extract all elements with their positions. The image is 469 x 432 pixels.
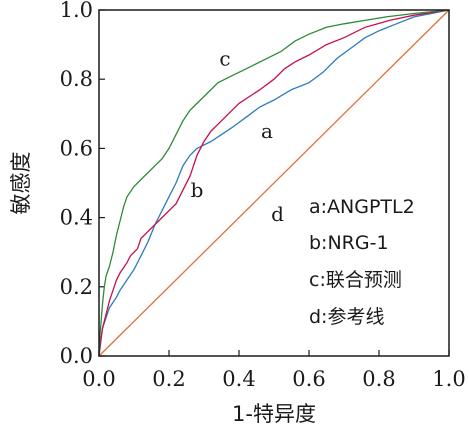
y-tick-label: 0.6 <box>60 136 93 160</box>
y-axis-label: 敏感度 <box>9 152 33 215</box>
legend: a:ANGPTL2 b:NRG-1 c:联合预测 d:参考线 <box>309 196 415 328</box>
curve-label-d: d <box>271 202 284 226</box>
x-axis-label: 1-特异度 <box>232 402 316 426</box>
x-tick-label: 0.0 <box>82 367 115 391</box>
roc-curve-c <box>98 9 450 357</box>
y-tick-label: 0.4 <box>60 206 93 230</box>
roc-curve-b <box>98 9 450 357</box>
curve-label-a: a <box>261 119 273 143</box>
curve-label-c: c <box>219 46 230 70</box>
legend-item-d: d:参考线 <box>309 306 384 328</box>
legend-item-b: b:NRG-1 <box>309 232 389 254</box>
roc-curve-d <box>98 9 450 357</box>
x-tick-label: 1.0 <box>432 367 465 391</box>
x-axis-ticks: 0.0 0.2 0.4 0.6 0.8 1.0 <box>82 350 466 391</box>
curve-labels: c a b d <box>191 46 285 226</box>
roc-curve-a <box>98 9 450 357</box>
x-tick-label: 0.4 <box>222 367 255 391</box>
y-axis-ticks: 0.0 0.2 0.4 0.6 0.8 1.0 <box>60 0 105 368</box>
plot-frame <box>98 9 450 357</box>
y-tick-label: 0.0 <box>60 344 93 368</box>
roc-curves <box>98 9 450 357</box>
x-tick-label: 0.2 <box>152 367 185 391</box>
legend-item-c: c:联合预测 <box>309 269 402 291</box>
x-tick-label: 0.8 <box>362 367 395 391</box>
legend-item-a: a:ANGPTL2 <box>309 196 415 218</box>
curve-label-b: b <box>191 178 204 202</box>
y-tick-label: 1.0 <box>60 0 93 22</box>
x-tick-label: 0.6 <box>292 367 325 391</box>
y-tick-label: 0.2 <box>60 275 93 299</box>
y-tick-label: 0.8 <box>60 67 93 91</box>
